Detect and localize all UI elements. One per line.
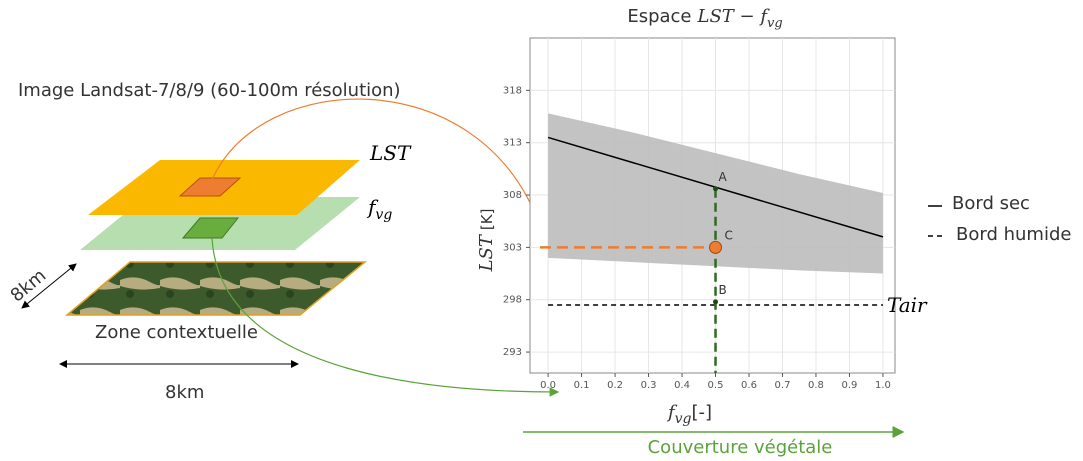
x-label-sub: vg — [675, 411, 692, 427]
y-label-unit: [K] — [478, 209, 496, 231]
y-tick-label: 293 — [503, 347, 522, 358]
x-tick-label: 0.4 — [674, 380, 690, 391]
satellite-layer — [64, 261, 368, 316]
fvg-arrow — [211, 237, 560, 397]
zone-label: Zone contextuelle — [95, 322, 258, 343]
y-label-math: LST — [476, 233, 497, 272]
lst-arrow — [211, 98, 542, 228]
title-prefix: Espace — [627, 6, 691, 27]
x-tick-label: 0.9 — [842, 380, 858, 391]
x-tick-label: 0.5 — [708, 380, 724, 391]
y-tick-label: 308 — [503, 190, 522, 201]
y-tick-label: 313 — [503, 138, 522, 149]
x-tick-label: 0.3 — [641, 380, 657, 391]
x-axis-label: fvg[-] — [666, 402, 712, 427]
point — [713, 186, 719, 192]
x-tick-label: 0.7 — [775, 380, 791, 391]
x-label-unit: [-] — [692, 402, 713, 423]
chart: Espace LST − fvg LST[K] fvg[-] 2932983033… — [476, 6, 896, 427]
layer-label: LST — [369, 141, 412, 165]
scale-label: 8km — [7, 265, 51, 306]
fvg-pixel — [181, 217, 240, 239]
chart-title: Espace LST − fvg — [627, 6, 782, 31]
point — [709, 240, 723, 254]
x-tick-label: 0.0 — [540, 380, 556, 391]
x-tick-label: 0.6 — [741, 380, 757, 391]
left-title: Image Landsat-7/8/9 (60-100m résolution) — [18, 80, 401, 101]
layer-label: fvg — [366, 195, 392, 223]
x-tick-label: 0.8 — [808, 380, 824, 391]
title-math: LST − f — [697, 6, 771, 27]
tair-label: Tair — [887, 293, 928, 317]
legend-label: Bord sec — [952, 193, 1030, 214]
scale-arrow — [21, 263, 77, 309]
lst-pixel — [178, 177, 242, 197]
x-tick-label: 0.2 — [607, 380, 623, 391]
title-sub: vg — [767, 16, 783, 31]
y-tick-label: 318 — [503, 85, 522, 96]
legend-label: Bord humide — [956, 224, 1071, 245]
point-label: C — [725, 228, 733, 242]
y-tick-label: 298 — [503, 295, 522, 306]
y-axis-label: LST [K] — [476, 209, 497, 273]
x-tick-label: 1.0 — [875, 380, 891, 391]
x-tick-label: 0.1 — [574, 380, 590, 391]
y-tick-label: 303 — [503, 242, 522, 253]
scale-label: 8km — [165, 382, 204, 403]
layer-label-sub: vg — [375, 207, 392, 223]
footer-label: Couverture végétale — [648, 437, 833, 458]
point-label: A — [719, 170, 728, 184]
point-label: B — [719, 283, 727, 297]
point — [713, 299, 719, 305]
